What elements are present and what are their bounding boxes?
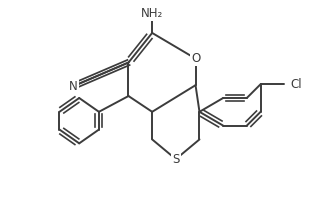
Text: N: N [69,80,78,93]
Text: Cl: Cl [290,78,302,91]
Text: O: O [191,52,200,65]
Text: S: S [172,153,180,166]
Text: NH₂: NH₂ [141,7,163,20]
